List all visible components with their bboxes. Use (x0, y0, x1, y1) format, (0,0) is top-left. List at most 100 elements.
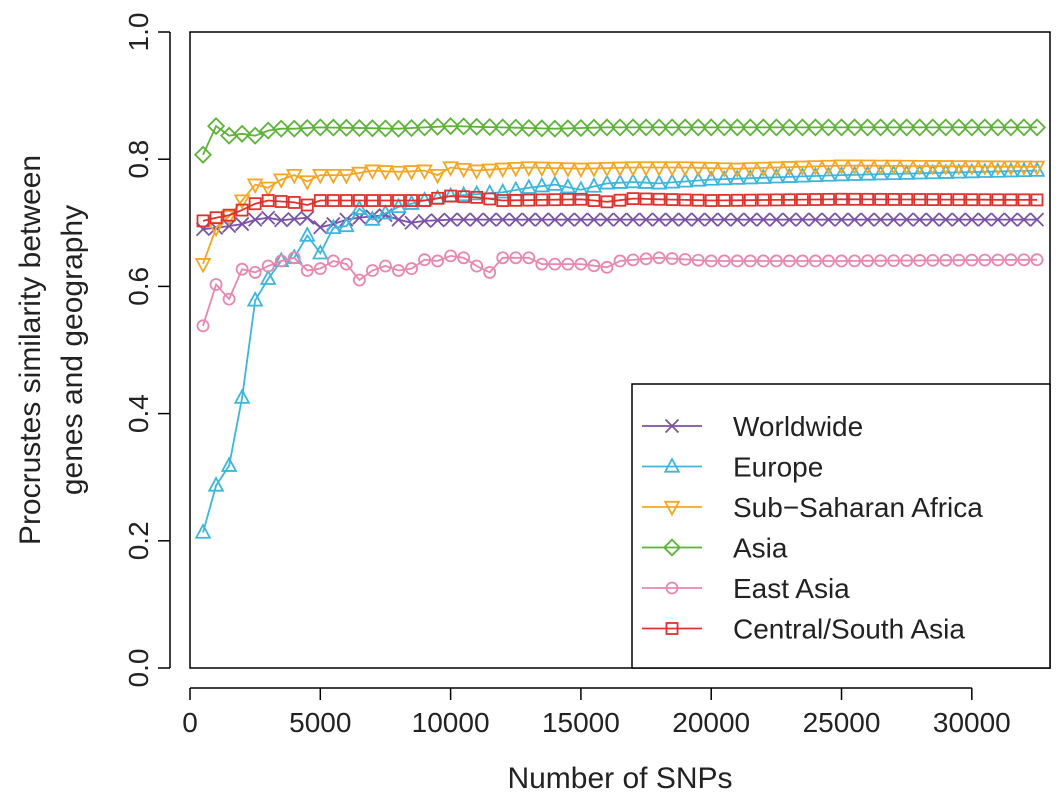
data-point-worldwide (560, 212, 576, 227)
data-point-sub-saharan-africa (572, 162, 590, 179)
data-point-central-south-asia (795, 193, 809, 207)
data-point-worldwide (195, 222, 211, 237)
legend-marker-central-south-asia (665, 622, 679, 635)
data-point-asia (858, 118, 877, 137)
data-point-europe (702, 170, 720, 186)
y-tick-label: 0.4 (123, 394, 154, 433)
data-point-central-south-asia (756, 193, 770, 207)
series-layer (193, 117, 1047, 539)
data-point-asia (454, 117, 473, 136)
data-point-sub-saharan-africa (481, 163, 499, 180)
data-point-worldwide (547, 212, 562, 227)
data-point-east-asia (691, 253, 705, 267)
data-point-central-south-asia (287, 196, 301, 209)
y-axis-title-line-1: Procrustes similarity between (14, 155, 47, 545)
data-point-central-south-asia (678, 193, 692, 207)
data-point-sub-saharan-africa (546, 162, 564, 178)
data-point-east-asia (756, 254, 770, 268)
data-point-east-asia (431, 254, 445, 268)
data-point-asia (845, 118, 864, 137)
data-point-central-south-asia (326, 194, 340, 207)
data-point-europe (846, 165, 863, 181)
data-point-europe (637, 173, 655, 189)
data-point-asia (650, 118, 669, 137)
data-point-worldwide (430, 213, 445, 228)
data-point-sub-saharan-africa (494, 162, 512, 179)
data-point-central-south-asia (848, 192, 861, 206)
series-line-worldwide (202, 214, 1037, 231)
data-point-sub-saharan-africa (781, 161, 798, 177)
data-point-east-asia (743, 254, 757, 268)
data-point-worldwide (1029, 212, 1045, 227)
data-point-central-south-asia (652, 192, 666, 206)
data-point-asia (636, 118, 656, 137)
data-point-sub-saharan-africa (689, 161, 707, 178)
data-point-europe (220, 456, 238, 472)
data-point-europe (794, 167, 811, 183)
data-point-asia (936, 118, 955, 137)
data-point-sub-saharan-africa (728, 162, 746, 179)
data-point-worldwide (300, 210, 315, 225)
series-central-south-asia (196, 189, 1044, 228)
data-point-worldwide (704, 212, 719, 227)
data-point-europe (325, 218, 342, 234)
data-point-east-asia (522, 251, 536, 265)
data-point-east-asia (235, 262, 249, 276)
data-point-east-asia (717, 254, 731, 268)
data-point-asia (754, 118, 773, 137)
data-point-europe (546, 175, 564, 191)
data-point-central-south-asia (405, 194, 418, 207)
data-point-sub-saharan-africa (246, 178, 264, 195)
data-point-asia (910, 118, 929, 137)
data-point-worldwide (1003, 212, 1019, 227)
data-point-east-asia (1004, 253, 1018, 267)
data-point-asia (767, 118, 786, 137)
data-point-europe (298, 226, 316, 242)
data-point-europe (351, 199, 368, 215)
data-point-asia (689, 118, 708, 137)
data-point-asia (389, 119, 408, 138)
data-point-europe (781, 167, 798, 183)
data-point-europe (598, 173, 616, 190)
data-point-asia (728, 118, 747, 137)
data-point-east-asia (848, 254, 861, 268)
data-point-asia (871, 118, 890, 137)
data-point-sub-saharan-africa (989, 160, 1007, 176)
data-point-worldwide (534, 212, 549, 227)
data-point-east-asia (991, 253, 1005, 267)
y-axis: 0.0 0.2 0.4 0.6 0.8 1.0 (123, 13, 171, 687)
data-point-east-asia (483, 265, 497, 279)
data-point-worldwide (691, 212, 706, 227)
legend-box (631, 383, 1051, 669)
data-point-asia (1014, 118, 1034, 137)
data-point-east-asia (418, 253, 431, 267)
series-line-east-asia (202, 254, 1038, 327)
data-point-sub-saharan-africa (298, 175, 316, 191)
data-point-east-asia (365, 264, 379, 277)
series-asia (193, 117, 1047, 164)
data-point-sub-saharan-africa (768, 161, 785, 177)
data-point-east-asia (613, 254, 627, 268)
data-point-europe (663, 173, 681, 189)
data-point-central-south-asia (1004, 193, 1018, 207)
data-point-worldwide (899, 212, 914, 227)
data-point-east-asia (209, 278, 223, 291)
data-point-central-south-asia (874, 192, 888, 206)
data-point-sub-saharan-africa (963, 160, 981, 176)
data-point-worldwide (717, 212, 732, 227)
data-point-asia (233, 124, 252, 143)
legend-marker-europe (663, 457, 681, 473)
data-point-central-south-asia (352, 194, 366, 207)
data-point-asia (311, 118, 330, 137)
data-point-worldwide (599, 212, 615, 227)
data-point-asia (493, 118, 512, 137)
data-point-sub-saharan-africa (1002, 160, 1020, 177)
data-point-europe (585, 177, 603, 193)
data-point-asia (519, 118, 538, 138)
data-point-asia (597, 118, 617, 137)
data-point-sub-saharan-africa (194, 258, 212, 274)
data-point-east-asia (600, 260, 614, 274)
y-tick-label: 1.0 (123, 13, 154, 52)
data-point-asia (428, 117, 447, 136)
data-point-east-asia (444, 249, 458, 263)
